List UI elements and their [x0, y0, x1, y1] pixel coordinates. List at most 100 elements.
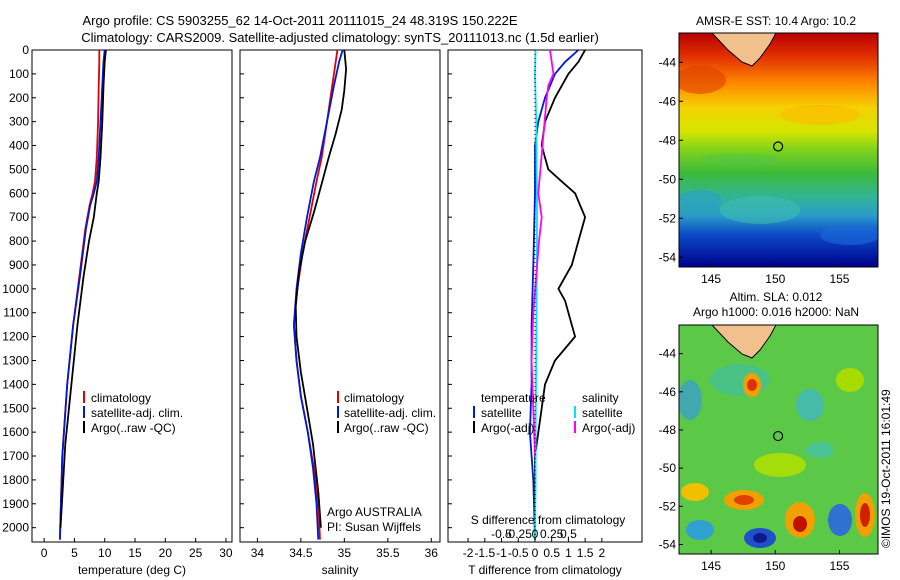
depth-tick-label: 900	[9, 258, 29, 272]
s-tick-label: 0.5	[560, 527, 577, 541]
map-y-tick-label: -54	[659, 537, 677, 551]
x-tick-label: 2	[599, 546, 606, 560]
x-tick-label: 34.5	[289, 546, 313, 560]
depth-tick-label: 200	[9, 91, 29, 105]
series-t-satellite	[528, 49, 580, 540]
depth-axis: 0 100 200 300 400 500 600 700 800 900 1000 1100 1200…	[2, 43, 452, 535]
depth-tick-label: 1000	[2, 282, 29, 296]
temperature-panel-frame	[31, 49, 233, 543]
diff-legend-s-argo: Argo(-adj)	[582, 421, 635, 435]
depth-tick-label: 100	[9, 67, 29, 81]
x-tick-label: 34	[251, 546, 265, 560]
salinity-profiles	[292, 49, 348, 540]
imos-credit: ©IMOS 19-Oct-2011 16:01:49	[879, 389, 893, 548]
diff-legend-t-satellite: satellite	[481, 406, 522, 420]
x-tick-label: 36	[425, 546, 439, 560]
depth-tick-label: 1800	[2, 473, 29, 487]
figure-title-line2: Climatology: CARS2009. Satellite-adjuste…	[81, 30, 599, 45]
depth-tick-label: 1200	[2, 330, 29, 344]
x-tick-label: -1.5	[474, 546, 495, 560]
map-y-tick-label: -44	[659, 347, 677, 361]
depth-tick-label: 800	[9, 234, 29, 248]
x-tick-label: -2	[463, 546, 474, 560]
depth-tick-label: 1300	[2, 353, 29, 367]
x-tick-label: -0.5	[508, 546, 529, 560]
difference-profiles	[528, 49, 587, 542]
difference-panel-frame	[447, 49, 643, 543]
sal-legend-satellite: satellite-adj. clim.	[344, 406, 436, 420]
sla-map-title2: Argo h1000: 0.016 h2000: NaN	[693, 305, 859, 319]
sst-map-axes: 145 150 155 -44 -46 -48 -50 -52 -54	[659, 55, 850, 286]
depth-tick-label: 1700	[2, 449, 29, 463]
salinity-x-axis: 34 34.5 35 35.5 36	[251, 538, 439, 560]
x-tick-label: 30	[219, 546, 233, 560]
s-tick-label: -0.25	[505, 527, 533, 541]
x-tick-label: 0	[532, 546, 539, 560]
depth-tick-label: 1100	[3, 306, 29, 320]
salinity-legend: climatology satellite-adj. clim. Argo(..…	[337, 391, 436, 435]
map-x-tick-label: 145	[701, 559, 721, 573]
map-y-tick-label: -50	[659, 461, 677, 475]
map-y-tick-label: -50	[659, 172, 677, 186]
sst-map-field	[679, 33, 878, 267]
s-tick-label: -0.5	[491, 527, 512, 541]
depth-tick-label: 2000	[2, 521, 29, 535]
series-argo-raw-qc-	[59, 49, 107, 528]
pi-name-label: PI: Susan Wijffels	[327, 520, 421, 534]
diff-legend-temperature-title: temperature	[481, 391, 546, 405]
temperature-axis-label: temperature (deg C)	[78, 563, 186, 577]
difference-x-axis: -2 -1.5 -1 -0.5 0 0.5 1 1.5 2-0.5-0.25 0 0.250.5	[463, 527, 606, 560]
salinity-axis-label: salinity	[322, 563, 359, 577]
map-x-tick-label: 150	[765, 559, 785, 573]
figure-title-line1: Argo profile: CS 5903255_62 14-Oct-2011 …	[82, 13, 517, 28]
t-difference-axis-label: T difference from climatology	[468, 563, 622, 577]
temp-legend-climatology: climatology	[91, 391, 151, 405]
map-y-tick-label: -48	[659, 423, 677, 437]
x-tick-label: 0	[41, 546, 48, 560]
series-argo-raw-qc-	[294, 49, 348, 528]
map-y-tick-label: -44	[659, 55, 677, 69]
tasmania-landmass-sla	[711, 325, 777, 359]
series-satellite-adj-clim-	[59, 49, 106, 540]
temperature-legend: climatology satellite-adj. clim. Argo(..…	[83, 391, 183, 435]
sal-legend-argo: Argo(..raw -QC)	[344, 421, 429, 435]
depth-tick-label: 300	[9, 115, 29, 129]
map-y-tick-label: -52	[659, 499, 677, 513]
x-tick-label: 25	[189, 546, 203, 560]
map-x-tick-label: 145	[701, 272, 721, 286]
sla-map-field	[679, 325, 878, 554]
depth-tick-label: 0	[22, 43, 29, 57]
depth-tick-label: 1900	[2, 497, 29, 511]
sla-map-frame	[678, 324, 879, 555]
temperature-x-axis: 0 5 10 15 20 25 30	[41, 538, 233, 560]
series-t-argo-adj-	[534, 49, 587, 540]
x-tick-label: 20	[159, 546, 173, 560]
map-y-tick-label: -48	[659, 133, 677, 147]
depth-tick-label: 1600	[2, 425, 29, 439]
argo-australia-label: Argo AUSTRALIA	[327, 505, 422, 519]
diff-legend-salinity-title: salinity	[582, 391, 619, 405]
map-x-tick-label: 150	[765, 272, 785, 286]
sst-argo-position-marker	[773, 141, 784, 152]
series-s-satellite	[534, 49, 538, 540]
temp-legend-satellite: satellite-adj. clim.	[91, 406, 183, 420]
x-tick-label: 10	[98, 546, 112, 560]
x-tick-label: 35.5	[376, 546, 400, 560]
depth-tick-label: 1500	[2, 401, 29, 415]
sla-map-axes: 145 150 155 -44 -46 -48 -50 -52 -54	[659, 347, 850, 573]
map-y-tick-label: -52	[659, 211, 677, 225]
x-tick-label: 5	[71, 546, 78, 560]
s-tick-label: 0	[532, 527, 539, 541]
x-tick-label: 0.5	[543, 546, 560, 560]
sla-map-title1: Altim. SLA: 0.012	[730, 290, 823, 304]
tasmania-landmass	[711, 33, 777, 67]
temperature-profiles	[59, 49, 107, 540]
depth-tick-label: 1400	[2, 377, 29, 391]
x-tick-label: 15	[128, 546, 142, 560]
map-x-tick-label: 155	[829, 272, 849, 286]
sla-argo-position-marker	[773, 430, 784, 442]
series-s-argo-adj-	[530, 49, 555, 457]
sst-map-title: AMSR-E SST: 10.4 Argo: 10.2	[696, 14, 856, 28]
sst-map-frame	[678, 32, 879, 268]
